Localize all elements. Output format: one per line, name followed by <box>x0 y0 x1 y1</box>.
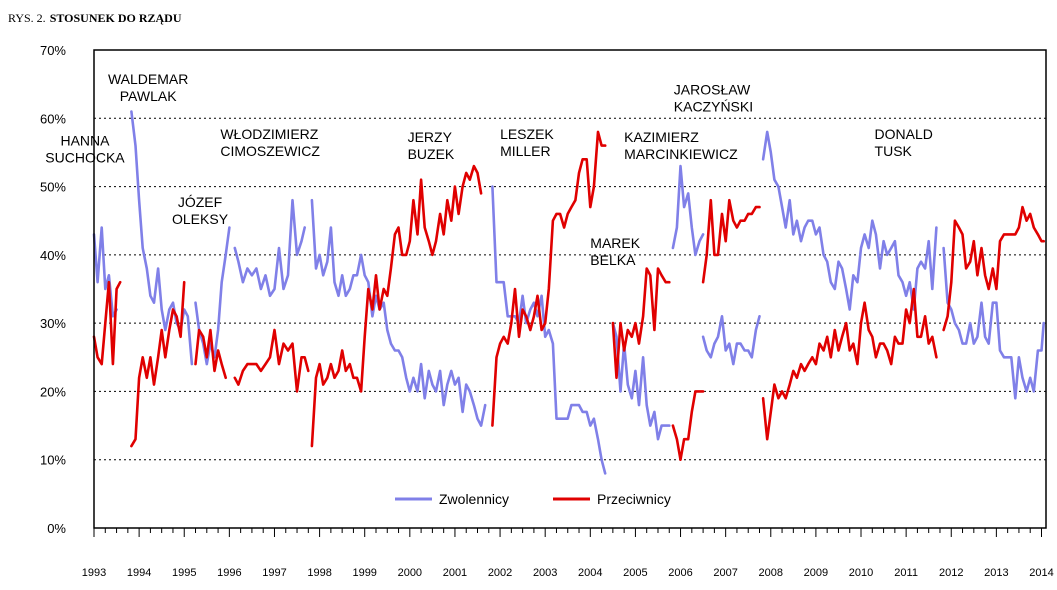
figure-title: RYS. 2. STOSUNEK DO RZĄDU <box>8 11 182 25</box>
x-tick-label: 2002 <box>488 567 512 579</box>
x-tick-label: 1997 <box>262 567 286 579</box>
x-tick-label: 2010 <box>849 567 873 579</box>
annotation-miller: LESZEK MILLER <box>500 126 554 159</box>
annotation-line: HANNA <box>60 133 110 149</box>
x-tick-label: 2013 <box>984 567 1008 579</box>
annotation-line: SUCHOCKA <box>45 150 125 166</box>
x-tick-label: 2008 <box>759 567 783 579</box>
annotation-marcinkiewicz: KAZIMIERZ MARCINKIEWICZ <box>624 129 738 162</box>
annotation-line: DONALD <box>875 126 933 142</box>
figure-title-prefix: RYS. 2. <box>8 11 46 25</box>
annotation-line: JAROSŁAW <box>674 81 751 97</box>
x-tick-label: 2011 <box>894 567 918 579</box>
series-line-zwolennicy <box>701 314 761 366</box>
series-line-przeciwnicy <box>194 328 227 380</box>
annotation-belka: MAREK BELKA <box>590 235 640 268</box>
series-lines <box>92 110 1045 475</box>
x-tick-label: 1996 <box>217 567 241 579</box>
x-tick-label: 2004 <box>578 567 602 579</box>
annotation-line: MARCINKIEWICZ <box>624 146 738 162</box>
annotation-line: WALDEMAR <box>108 71 188 87</box>
y-tick-label: 40% <box>40 248 66 263</box>
series-line-zwolennicy <box>233 198 307 298</box>
series-line-zwolennicy <box>671 164 705 257</box>
x-tick-label: 2014 <box>1029 567 1053 579</box>
x-tick-label: 2007 <box>713 567 737 579</box>
series-line-przeciwnicy <box>491 130 607 427</box>
x-tick-label: 2001 <box>443 567 467 579</box>
x-tick-label: 1993 <box>82 567 106 579</box>
gridlines <box>94 117 1046 461</box>
series-line-zwolennicy <box>310 198 487 427</box>
annotation-buzek: JERZY BUZEK <box>408 129 455 162</box>
series-line-przeciwnicy <box>611 267 671 380</box>
x-tick-label: 2003 <box>533 567 557 579</box>
series-line-zwolennicy <box>611 321 671 441</box>
annotation-pawlak: WALDEMAR PAWLAK <box>108 71 188 104</box>
x-tick-label: 1995 <box>172 567 196 579</box>
annotation-oleksy: JÓZEF OLEKSY <box>172 194 229 227</box>
x-tick-label: 1998 <box>307 567 331 579</box>
prime-minister-annotations: HANNA SUCHOCKA WALDEMAR PAWLAK JÓZEF OLEKSY WŁ… <box>45 71 933 268</box>
axes: 0% 10% 20% 30% 40% 50% 60% 70% 1993 1994 1995 1996 1… <box>40 43 1054 579</box>
annotation-line: JERZY <box>408 129 453 145</box>
series-line-przeciwnicy <box>92 280 122 366</box>
y-tick-label: 20% <box>40 384 66 399</box>
series-line-przeciwnicy <box>310 164 483 448</box>
annotation-line: MILLER <box>500 143 551 159</box>
x-tick-label: 2006 <box>668 567 692 579</box>
annotation-line: JÓZEF <box>178 194 222 210</box>
annotation-line: CIMOSZEWICZ <box>220 143 320 159</box>
series-line-przeciwnicy <box>701 198 761 284</box>
figure-title-main: STOSUNEK DO RZĄDU <box>50 11 182 25</box>
annotation-line: KAZIMIERZ <box>624 129 699 145</box>
x-tick-label: 2000 <box>398 567 422 579</box>
annotation-suchocka: HANNA SUCHOCKA <box>45 133 125 166</box>
annotation-line: PAWLAK <box>120 88 177 104</box>
legend-label-przeciwnicy: Przeciwnicy <box>597 491 671 507</box>
y-tick-label: 0% <box>47 521 66 536</box>
annotation-kaczynski: JAROSŁAW KACZYŃSKI <box>674 81 753 114</box>
series-line-zwolennicy <box>942 246 1045 400</box>
series-line-przeciwnicy <box>761 287 938 441</box>
series-line-przeciwnicy <box>130 280 186 448</box>
y-tick-label: 60% <box>40 111 66 126</box>
annotation-line: WŁODZIMIERZ <box>220 126 318 142</box>
y-tick-label: 50% <box>40 180 66 195</box>
y-tick-label: 70% <box>40 43 66 58</box>
series-line-zwolennicy <box>761 130 938 311</box>
series-line-przeciwnicy <box>233 328 310 393</box>
annotation-line: BELKA <box>590 252 636 268</box>
series-line-zwolennicy <box>92 226 118 318</box>
annotation-line: KACZYŃSKI <box>674 98 753 114</box>
x-tick-label: 1994 <box>127 567 151 579</box>
x-tick-label: 1999 <box>352 567 376 579</box>
y-tick-label: 10% <box>40 453 66 468</box>
x-tick-label: 2009 <box>804 567 828 579</box>
annotation-line: TUSK <box>875 143 913 159</box>
x-tick-label: 2012 <box>939 567 963 579</box>
annotation-line: LESZEK <box>500 126 554 142</box>
legend-label-zwolennicy: Zwolennicy <box>439 491 509 507</box>
legend: Zwolennicy Przeciwnicy <box>395 491 671 507</box>
annotation-line: OLEKSY <box>172 211 229 227</box>
x-tick-label: 2005 <box>623 567 647 579</box>
annotation-line: MAREK <box>590 235 640 251</box>
series-line-przeciwnicy <box>671 390 705 462</box>
annotation-tusk: DONALD TUSK <box>875 126 933 159</box>
y-tick-label: 30% <box>40 316 66 331</box>
series-line-zwolennicy <box>130 110 194 366</box>
series-line-przeciwnicy <box>942 205 1045 332</box>
plot-frame <box>93 49 1047 529</box>
annotation-line: BUZEK <box>408 146 455 162</box>
annotation-cimoszewicz: WŁODZIMIERZ CIMOSZEWICZ <box>220 126 320 159</box>
